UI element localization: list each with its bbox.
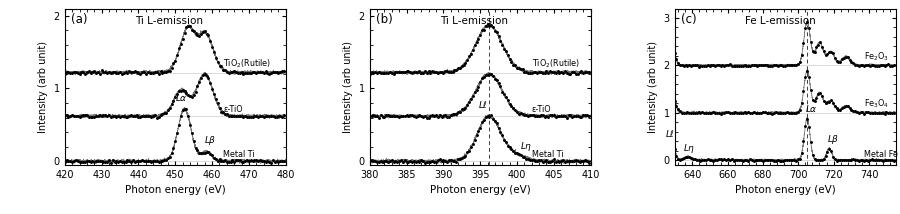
- Text: Lα: Lα: [806, 105, 817, 114]
- Y-axis label: Intensity (arb unit): Intensity (arb unit): [648, 41, 658, 133]
- Y-axis label: Intensity (arb unit): Intensity (arb unit): [38, 41, 48, 133]
- Text: Lℓ: Lℓ: [479, 101, 488, 110]
- Text: ε-TiO: ε-TiO: [223, 105, 243, 114]
- X-axis label: Photon energy (eV): Photon energy (eV): [734, 185, 835, 195]
- Text: Ti L-emission: Ti L-emission: [136, 16, 203, 26]
- Text: Lβ: Lβ: [827, 135, 838, 144]
- Text: Lα: Lα: [176, 94, 186, 103]
- X-axis label: Photon energy (eV): Photon energy (eV): [430, 185, 530, 195]
- Text: Lη: Lη: [520, 142, 531, 151]
- X-axis label: Photon energy (eV): Photon energy (eV): [125, 185, 226, 195]
- Text: Ti L-emission: Ti L-emission: [440, 16, 508, 26]
- Text: Metal Ti: Metal Ti: [532, 150, 563, 159]
- Text: (b): (b): [376, 13, 393, 26]
- Text: Fe$_2$O$_3$: Fe$_2$O$_3$: [864, 51, 888, 63]
- Text: (c): (c): [681, 13, 697, 26]
- Text: Lℓ: Lℓ: [666, 130, 674, 139]
- Text: Metal Ti: Metal Ti: [223, 150, 255, 159]
- Text: Fe$_3$O$_4$: Fe$_3$O$_4$: [864, 98, 888, 110]
- Text: Fe L-emission: Fe L-emission: [745, 16, 816, 26]
- Text: Lβ: Lβ: [205, 136, 216, 145]
- Text: (a): (a): [71, 13, 88, 26]
- Y-axis label: Intensity (arb unit): Intensity (arb unit): [343, 41, 353, 133]
- Text: TiO$_2$(Rutile): TiO$_2$(Rutile): [223, 58, 271, 70]
- Text: TiO$_2$(Rutile): TiO$_2$(Rutile): [532, 58, 580, 70]
- Text: ε-TiO: ε-TiO: [532, 105, 552, 114]
- Text: Metal Fe: Metal Fe: [864, 150, 897, 159]
- Text: Lη: Lη: [684, 144, 695, 153]
